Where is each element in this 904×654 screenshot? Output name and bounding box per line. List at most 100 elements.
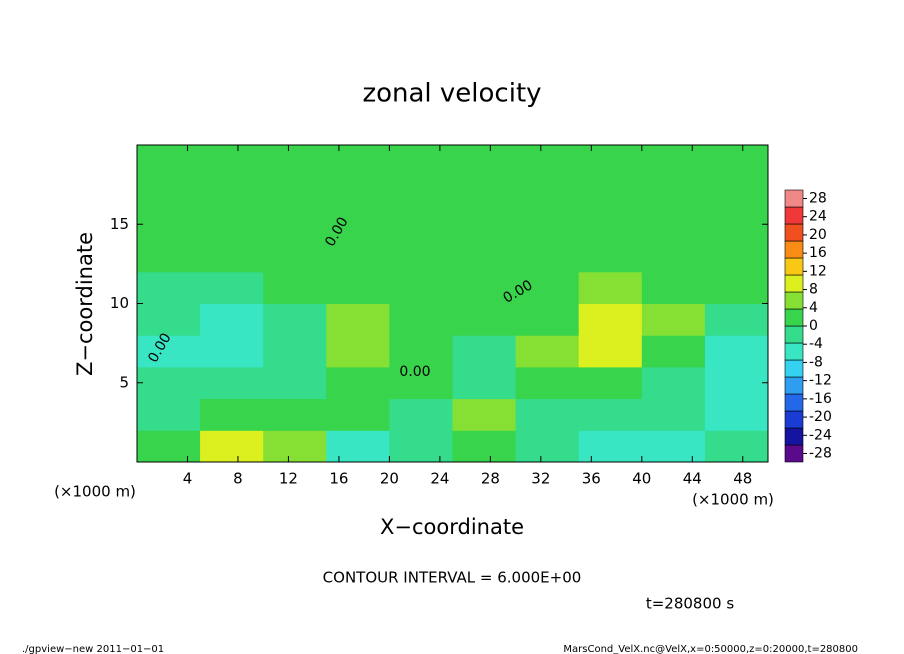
cell: [641, 145, 706, 178]
cell: [704, 335, 769, 368]
colorbar-box: [784, 257, 804, 276]
cell: [326, 398, 390, 431]
cell: [263, 398, 327, 431]
cell: [452, 398, 517, 431]
cell: [515, 303, 580, 336]
y-tick-label: 10: [110, 294, 129, 312]
cell: [578, 145, 643, 178]
x-tick-label: 4: [183, 470, 193, 488]
colorbar-label: -4: [809, 336, 823, 352]
cell: [137, 176, 201, 209]
cell: [326, 240, 390, 273]
cell: [578, 271, 643, 304]
cell: [452, 335, 517, 368]
x-tick-label: 24: [430, 470, 449, 488]
cell: [389, 335, 453, 368]
colorbar-box: [784, 206, 804, 225]
cell: [452, 176, 517, 209]
colorbar-box: [784, 342, 804, 361]
contour-interval: CONTOUR INTERVAL = 6.000E+00: [323, 569, 582, 587]
y-tick-label: 15: [110, 215, 129, 233]
colorbar-box: [784, 376, 804, 395]
cell: [389, 145, 453, 178]
cell: [578, 335, 643, 368]
colorbar-box: [784, 359, 804, 378]
cell: [515, 145, 580, 178]
cell: [137, 145, 201, 178]
cell: [137, 366, 201, 400]
x-unit: (×1000 m): [54, 483, 136, 501]
cell: [515, 240, 580, 273]
cell: [389, 398, 453, 431]
colorbar-label: 8: [809, 282, 818, 298]
cell: [578, 176, 643, 209]
cell: [578, 398, 643, 431]
colorbar-box: [784, 410, 804, 429]
x-axis-label: X−coordinate: [380, 515, 524, 539]
cell: [200, 271, 264, 304]
cell: [641, 208, 706, 241]
cell: [326, 208, 390, 241]
cell: [515, 366, 580, 400]
cell: [515, 335, 580, 368]
x-tick-label: 48: [733, 470, 752, 488]
field: [137, 145, 769, 463]
cell: [704, 398, 769, 431]
cell: [326, 366, 390, 400]
x-tick-label: 8: [233, 470, 243, 488]
colorbar-label: -12: [809, 373, 832, 389]
cell: [263, 430, 327, 463]
cell: [263, 366, 327, 400]
cell: [263, 176, 327, 209]
cell: [389, 240, 453, 273]
cell: [326, 145, 390, 178]
cell: [263, 303, 327, 336]
cell: [389, 366, 453, 400]
colorbar-box: [784, 444, 804, 463]
x-tick-label: 36: [582, 470, 601, 488]
cell: [452, 240, 517, 273]
colorbar-label: 0: [809, 318, 818, 334]
cell: [200, 366, 264, 400]
cell: [326, 303, 390, 336]
colorbar-box: [784, 393, 804, 412]
cell: [452, 366, 517, 400]
cell: [515, 271, 580, 304]
cell: [389, 271, 453, 304]
x-tick-label: 40: [632, 470, 651, 488]
colorbar-label: -24: [809, 427, 832, 443]
chart-title: zonal velocity: [362, 79, 541, 109]
cell: [704, 271, 769, 304]
time-label: t=280800 s: [646, 595, 734, 613]
cell: [326, 335, 390, 368]
cell: [137, 208, 201, 241]
contour-label: 0.00: [399, 364, 430, 380]
cell: [578, 240, 643, 273]
colorbar-label: 28: [809, 191, 827, 207]
cell: [200, 208, 264, 241]
cell: [137, 271, 201, 304]
colorbar-label: -28: [809, 446, 832, 462]
cell: [200, 398, 264, 431]
cell: [641, 176, 706, 209]
footer: MarsCond_VelX.nc@VelX,x=0:50000,z=0:2000…: [563, 644, 858, 654]
x-tick-label: 12: [279, 470, 298, 488]
cell: [704, 176, 769, 209]
cell: [389, 303, 453, 336]
cell: [326, 176, 390, 209]
colorbar-box: [784, 291, 804, 310]
cell: [200, 145, 264, 178]
colorbar-label: 12: [809, 263, 827, 279]
cell: [578, 366, 643, 400]
cell: [515, 398, 580, 431]
cell: [641, 366, 706, 400]
cell: [137, 335, 201, 368]
cell: [452, 208, 517, 241]
cell: [137, 430, 201, 463]
cell: [200, 430, 264, 463]
cell: [704, 240, 769, 273]
cell: [515, 430, 580, 463]
colorbar-box: [784, 325, 804, 344]
cell: [263, 240, 327, 273]
colorbar-label: -8: [809, 354, 823, 370]
